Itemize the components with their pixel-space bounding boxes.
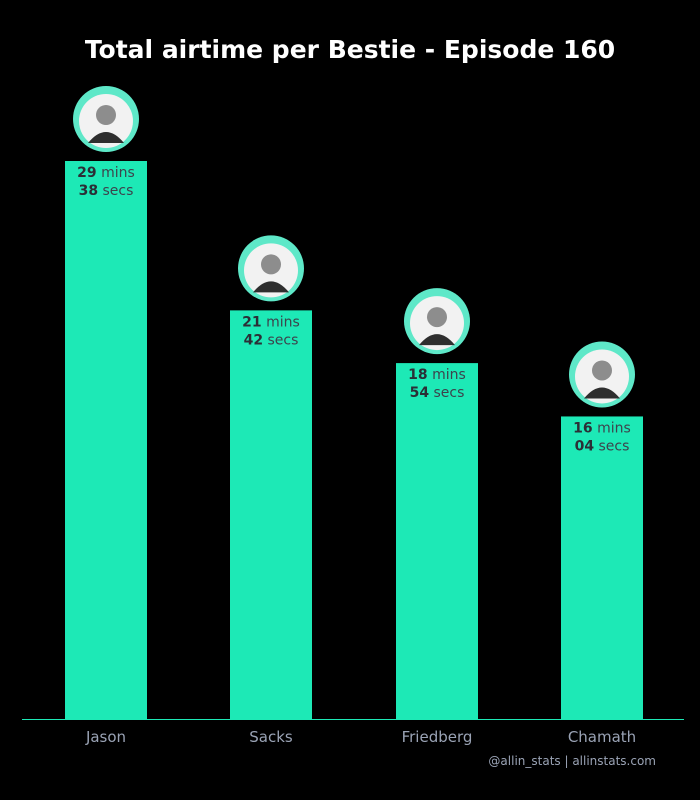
bar (230, 310, 312, 719)
chart-title: Total airtime per Bestie - Episode 160 (85, 35, 615, 64)
minutes-value: 16 (573, 420, 592, 436)
bar (65, 161, 147, 719)
minutes-unit: mins (428, 367, 466, 383)
bar-group-jason: 29 mins 38 secs (65, 86, 147, 719)
x-tick-label: Sacks (249, 728, 293, 746)
avatar-shoulders (419, 334, 455, 346)
person-photo-icon (238, 235, 304, 302)
value-label-seconds: 42 secs (244, 332, 299, 348)
value-label-minutes: 21 mins (242, 314, 300, 330)
bar-group-sacks: 21 mins 42 secs (230, 235, 312, 719)
value-label-seconds: 54 secs (410, 385, 465, 401)
seconds-unit: secs (98, 183, 133, 199)
avatar-head (592, 360, 612, 381)
value-label-minutes: 29 mins (77, 165, 135, 181)
person-photo-icon (73, 86, 139, 152)
x-tick-label: Chamath (568, 728, 636, 746)
value-label-seconds: 38 secs (79, 183, 134, 199)
avatar-head (427, 307, 447, 328)
person-photo-icon (404, 288, 470, 355)
avatar-head (96, 105, 116, 125)
bar-group-friedberg: 18 mins 54 secs (396, 288, 478, 719)
avatar-shoulders (253, 281, 289, 293)
avatar-shoulders (88, 132, 124, 143)
seconds-value: 38 (79, 183, 98, 199)
credit-text: @allin_stats | allinstats.com (488, 754, 656, 768)
seconds-unit: secs (594, 438, 629, 454)
minutes-unit: mins (262, 314, 300, 330)
minutes-value: 21 (242, 314, 261, 330)
avatar-shoulders (584, 387, 620, 399)
minutes-value: 29 (77, 165, 96, 181)
x-tick-label: Friedberg (402, 728, 473, 746)
seconds-value: 04 (575, 438, 595, 454)
value-label-minutes: 18 mins (408, 367, 466, 383)
bar-group-chamath: 16 mins 04 secs (561, 341, 643, 719)
value-label-minutes: 16 mins (573, 420, 631, 436)
minutes-unit: mins (593, 420, 631, 436)
seconds-value: 42 (244, 332, 263, 348)
seconds-unit: secs (263, 332, 298, 348)
minutes-value: 18 (408, 367, 427, 383)
avatar-head (261, 254, 281, 275)
bar (561, 416, 643, 719)
x-tick-label: Jason (85, 728, 126, 746)
seconds-value: 54 (410, 385, 430, 401)
bar (396, 363, 478, 719)
person-photo-icon (569, 341, 635, 408)
x-axis-ticks: Jason Sacks Friedberg Chamath (85, 728, 636, 746)
seconds-unit: secs (429, 385, 464, 401)
minutes-unit: mins (97, 165, 135, 181)
value-label-seconds: 04 secs (575, 438, 630, 454)
